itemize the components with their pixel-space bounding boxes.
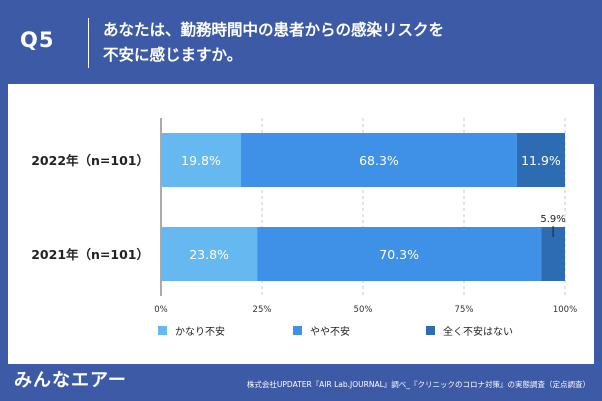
data-label: 19.8% [181,153,221,168]
source-note: 株式会社UPDATER『AIR Lab.JOURNAL』調べ_『クリニックのコロ… [246,380,590,389]
question-number: Q5 [20,28,55,52]
data-label: 70.3% [379,247,419,262]
question-line-2: 不安に感じますか。 [103,46,243,64]
x-tick-label: 0% [154,305,168,315]
data-label: 23.8% [189,247,229,262]
x-tick-label: 75% [455,305,474,315]
question-header: Q5 あなたは、勤務時間中の患者からの感染リスクを 不安に感じますか。 [0,0,602,84]
brand-logo: みんなエアー [14,370,127,391]
legend-label: かなり不安 [175,325,225,338]
bar-segment [161,133,241,187]
header-divider [88,18,89,68]
data-label: 68.3% [359,153,399,168]
bar-segment [541,227,565,281]
legend-label: やや不安 [310,325,350,338]
stacked-bar-chart: 0% 25% 50% 75% 100% 2022年（n=101） 19.8% 68.3% 11.… [31,118,577,338]
question-text: あなたは、勤務時間中の患者からの感染リスクを 不安に感じますか。 [103,18,444,68]
legend-swatch [158,326,167,335]
category-label: 2021年（n=101） [31,247,149,262]
bar-segment [516,133,565,187]
question-line-1: あなたは、勤務時間中の患者からの感染リスクを [103,21,445,39]
x-tick-label: 50% [354,305,373,315]
legend-swatch [293,326,302,335]
legend-swatch [426,326,435,335]
data-label: 11.9% [521,153,561,168]
bar-segment [240,133,517,187]
bar-segment [161,227,258,281]
legend-label: 全く不安はない [443,325,513,338]
data-label: 5.9% [540,214,565,225]
x-tick-label: 100% [553,305,577,315]
chart-panel: 0% 25% 50% 75% 100% 2022年（n=101） 19.8% 68.3% 11.… [8,84,594,364]
category-label: 2022年（n=101） [31,153,149,168]
bar-segment [257,227,542,281]
x-tick-label: 25% [253,305,272,315]
